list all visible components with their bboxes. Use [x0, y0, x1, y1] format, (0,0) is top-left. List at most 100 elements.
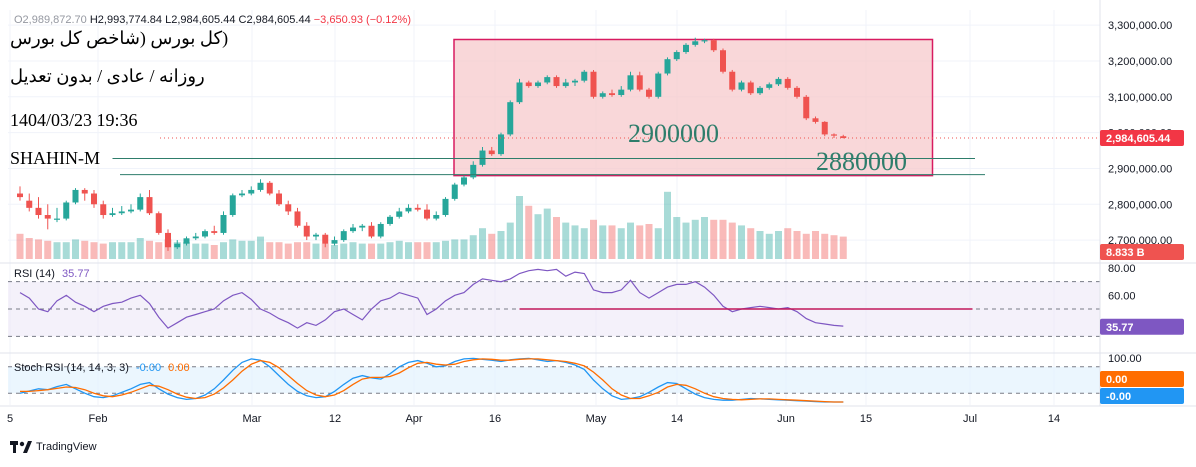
- x-tick-label: 14: [1048, 413, 1060, 425]
- candle-13: [137, 197, 144, 210]
- candle-60: [572, 80, 578, 83]
- candle-45: [433, 215, 440, 219]
- volume-bar-18: [183, 242, 190, 259]
- x-tick-label: 12: [329, 413, 341, 425]
- volume-bar-66: [627, 222, 634, 259]
- stoch-band-fill: [8, 366, 1100, 394]
- candle-88: [831, 134, 837, 136]
- volume-bar-3: [44, 240, 52, 259]
- volume-bar-5: [62, 242, 70, 259]
- candle-61: [581, 71, 588, 81]
- volume-bar-35: [340, 243, 348, 259]
- candle-31: [303, 225, 310, 237]
- volume-bar-80: [756, 231, 764, 259]
- level-lines: [112, 137, 1100, 176]
- candle-35: [340, 231, 347, 241]
- candle-66: [627, 75, 634, 90]
- volume-bar-19: [192, 243, 200, 259]
- volume-bar-30: [294, 242, 301, 259]
- stoch-line-d: [20, 358, 844, 403]
- candle-53: [507, 102, 514, 135]
- volume-bar-60: [571, 225, 579, 259]
- candle-67: [636, 75, 643, 90]
- price-tick-label: 3,200,000.00: [1108, 56, 1172, 68]
- volume-bar-67: [636, 225, 644, 259]
- tradingview-logo[interactable]: TradingView: [10, 441, 97, 453]
- candle-18: [183, 238, 190, 244]
- candle-14: [146, 197, 153, 214]
- volume-bar-70: [664, 191, 671, 259]
- volume-bar-51: [488, 233, 496, 259]
- volume-bar-24: [238, 240, 246, 259]
- volume-bar-29: [284, 243, 292, 259]
- candle-30: [294, 211, 301, 226]
- volume-bar-73: [691, 219, 699, 259]
- volume-bar-6: [72, 239, 79, 259]
- rsi-badge-bg: [1100, 318, 1184, 335]
- volume-bar-4: [53, 242, 61, 259]
- x-tick-label: Jun: [777, 413, 795, 425]
- candle-84: [794, 87, 800, 97]
- candle-48: [461, 177, 467, 185]
- candle-70: [664, 59, 671, 74]
- volume-bar-11: [118, 242, 126, 259]
- candle-23: [229, 195, 236, 216]
- candle-80: [757, 87, 763, 94]
- price-tick-label: 2,800,000.00: [1108, 199, 1172, 211]
- candle-47: [451, 184, 458, 199]
- candle-68: [646, 89, 652, 97]
- candle-8: [91, 193, 97, 205]
- rsi-line: [19, 268, 844, 329]
- legend-low: L2,984,605.44: [165, 14, 236, 26]
- candle-64: [609, 93, 615, 96]
- rsi-label: RSI (14): [14, 268, 55, 280]
- volume-bar-85: [802, 233, 810, 259]
- candle-51: [488, 150, 495, 155]
- note-datetime: 1404/03/23 19:36: [10, 110, 138, 130]
- candle-41: [396, 211, 403, 217]
- volume-bar-36: [349, 242, 357, 259]
- candle-28: [276, 193, 282, 205]
- stoch-k-badge-bg: [1100, 388, 1184, 404]
- volume-bar-53: [506, 222, 514, 259]
- candle-10: [109, 213, 116, 216]
- volume-bars: [16, 191, 847, 259]
- candle-78: [738, 82, 745, 90]
- highlight-zone: [453, 38, 934, 177]
- candle-62: [590, 71, 597, 97]
- volume-bar-79: [747, 228, 755, 259]
- volume-badge: 8.833 B: [1106, 247, 1145, 259]
- volume-bar-40: [386, 242, 394, 259]
- candle-34: [331, 240, 338, 244]
- candle-75: [710, 40, 717, 51]
- volume-bar-25: [247, 240, 255, 259]
- volume-bar-13: [136, 238, 144, 259]
- volume-bar-14: [146, 240, 153, 259]
- volume-bar-84: [793, 231, 801, 259]
- volume-bar-33: [321, 243, 329, 259]
- volume-bar-81: [765, 233, 773, 259]
- candle-3: [44, 215, 51, 219]
- stoch-rsi-panel: [8, 357, 1100, 403]
- candle-89: [840, 136, 847, 138]
- stoch-d-badge: 0.00: [1106, 374, 1127, 386]
- volume-bar-68: [645, 224, 653, 259]
- price-tick-label: 3,300,000.00: [1108, 20, 1172, 32]
- volume-bar-76: [719, 219, 727, 259]
- candle-50: [479, 150, 486, 165]
- candle-69: [655, 73, 662, 97]
- stoch-tick-label: 100.00: [1108, 353, 1142, 365]
- candle-25: [248, 189, 255, 194]
- candle-36: [350, 227, 356, 232]
- candle-15: [155, 213, 162, 233]
- candle-71: [673, 52, 680, 60]
- volume-badge-bg: [1100, 244, 1184, 260]
- candle-77: [729, 71, 736, 90]
- candle-81: [766, 84, 773, 88]
- volume-bar-49: [469, 235, 477, 259]
- volume-bar-44: [423, 242, 431, 259]
- candle-86: [812, 118, 819, 122]
- candle-44: [424, 209, 430, 219]
- level-label-lower: 2880000: [816, 147, 907, 176]
